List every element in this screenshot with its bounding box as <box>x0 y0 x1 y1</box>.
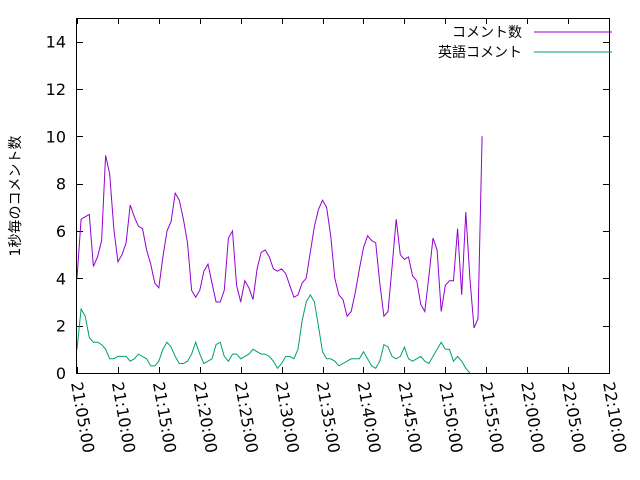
plot-frame <box>76 18 610 374</box>
series-line-0 <box>76 136 483 329</box>
y-tick-label: 14 <box>46 33 66 52</box>
y-tick-label: 10 <box>46 127 66 146</box>
y-tick-labels: 0 2 4 6 8 10 12 14 <box>46 33 66 383</box>
series-line-1 <box>76 293 471 374</box>
y-tick-label: 8 <box>56 175 66 194</box>
y-tick-label: 0 <box>56 364 66 383</box>
series-lines <box>76 136 483 374</box>
legend-label: コメント数 <box>452 25 522 41</box>
y-tick-label: 6 <box>56 222 66 241</box>
y-axis-label: 1秒毎のコメント数 <box>8 136 24 257</box>
legend-label: 英語コメント <box>438 44 522 61</box>
y-tick-label: 4 <box>56 269 66 288</box>
y-tick-label: 12 <box>46 80 66 99</box>
y-tick-label: 2 <box>56 317 66 336</box>
